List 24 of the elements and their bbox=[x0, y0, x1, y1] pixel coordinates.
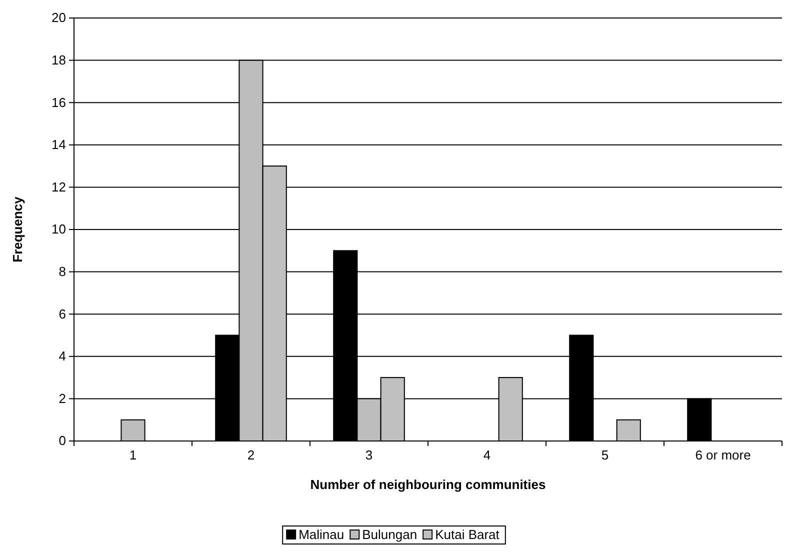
x-tick-label: 5 bbox=[601, 448, 609, 463]
y-tick-label: 6 bbox=[58, 306, 66, 322]
legend-label: Malinau bbox=[298, 527, 344, 542]
y-tick-label: 10 bbox=[52, 222, 66, 237]
x-axis-title: Number of neighbouring communities bbox=[310, 477, 546, 492]
y-tick-label: 4 bbox=[58, 348, 66, 364]
y-tick-label: 20 bbox=[52, 10, 66, 26]
x-tick-label: 2 bbox=[247, 448, 255, 463]
x-tick-label: 4 bbox=[483, 448, 491, 463]
y-axis-title: Frequency bbox=[10, 196, 25, 262]
y-tick-label: 2 bbox=[58, 390, 66, 406]
x-tick-label: 6 or more bbox=[695, 448, 751, 463]
y-tick-label: 12 bbox=[52, 179, 66, 194]
bar bbox=[120, 419, 146, 442]
x-tick-label: 3 bbox=[365, 448, 373, 463]
bar bbox=[616, 419, 641, 442]
y-tick-label: 0 bbox=[58, 433, 66, 448]
y-tick-label: 16 bbox=[52, 94, 66, 110]
y-tick-label: 8 bbox=[58, 264, 66, 279]
y-tick-label: 14 bbox=[52, 137, 66, 152]
y-tick-label: 18 bbox=[52, 52, 66, 68]
x-tick-label: 1 bbox=[129, 448, 137, 463]
legend-label: Kutai Barat bbox=[435, 527, 500, 542]
legend-label: Bulungan bbox=[362, 527, 418, 542]
